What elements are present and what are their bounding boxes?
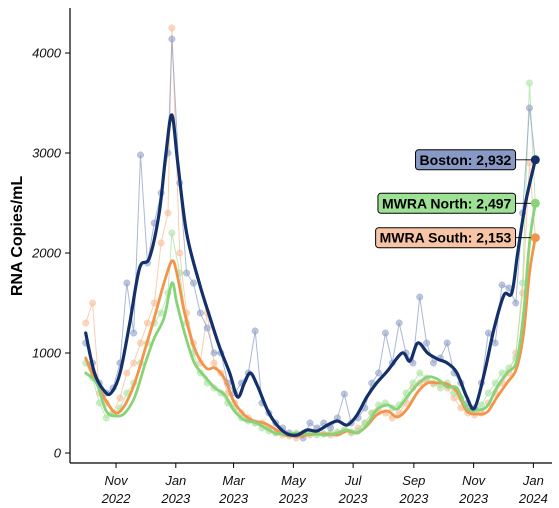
mwra-north-end-label-box xyxy=(377,192,517,214)
y-axis-title: RNA Copies/mL xyxy=(9,176,26,297)
x-tick-label: Jan xyxy=(522,473,544,488)
mwra-south-raw-point xyxy=(164,209,172,217)
boston-raw-point xyxy=(137,151,144,159)
x-tick-label: 2023 xyxy=(160,491,191,506)
y-tick-label: 3000 xyxy=(32,146,62,161)
tick-layer: 0 1000 2000 3000 4000 Nov 2022 Jan 2023 Mar 2023 Ma… xyxy=(31,46,548,507)
mwra-north-raw-point xyxy=(409,379,417,387)
mwra-north-raw-point xyxy=(436,384,444,392)
x-tick-label: Nov xyxy=(104,473,129,488)
boston-raw-point xyxy=(526,104,533,112)
x-tick-label: May xyxy=(281,473,307,488)
x-tick-label: 2024 xyxy=(518,491,548,506)
mwra-south-raw-point xyxy=(176,249,184,257)
mwra-south-raw-point xyxy=(137,339,144,347)
boston-raw-point xyxy=(203,324,211,332)
y-tick-label: 0 xyxy=(54,446,62,461)
boston-raw-point xyxy=(306,419,314,427)
boston-raw-point xyxy=(512,299,520,307)
boston-raw-point xyxy=(443,339,451,347)
boston-raw-point xyxy=(168,35,176,43)
boston-raw-point xyxy=(189,279,197,287)
x-tick-label: Nov xyxy=(462,473,487,488)
y-tick-label: 4000 xyxy=(32,46,62,61)
boston-raw-point xyxy=(210,349,218,357)
boston-raw-point xyxy=(395,319,403,327)
mwra-north-trend-line xyxy=(84,201,537,437)
boston-raw-point xyxy=(183,269,191,277)
y-tick-label: 1000 xyxy=(32,346,62,361)
mwra-north-end-point xyxy=(530,198,540,208)
x-tick-label: Jan xyxy=(164,473,186,488)
mwra-south-raw-point xyxy=(143,319,151,327)
boston-raw-point xyxy=(340,390,348,398)
axes xyxy=(69,8,552,464)
mwra-south-raw-point xyxy=(89,299,96,307)
x-tick-label: 2023 xyxy=(278,491,309,506)
end-label-layer: Boston: 2,932 MWRA North: 2,497 MWRA South… xyxy=(375,149,540,249)
mwra-south-raw-point xyxy=(123,369,131,377)
mwra-south-raw-point xyxy=(157,239,165,247)
boston-raw-point xyxy=(375,369,383,377)
mwra-south-raw-point xyxy=(168,24,176,32)
boston-trend-line xyxy=(84,113,537,437)
mwra-south-end-label-box xyxy=(375,227,517,249)
mwra-south-end-label: MWRA South: 2,153 xyxy=(380,230,512,246)
boston-raw-point xyxy=(130,329,138,337)
x-tick-label: 2023 xyxy=(218,491,249,506)
mwra-north-raw-point xyxy=(526,79,533,87)
mwra-north-raw-line xyxy=(85,82,536,436)
boston-raw-point xyxy=(416,293,424,301)
x-tick-label: Sep xyxy=(402,473,425,488)
mwra-south-end-point xyxy=(530,233,540,243)
mwra-south-raw-point xyxy=(116,394,124,402)
mwra-south-raw-point xyxy=(82,319,90,327)
mwra-north-end-label: MWRA North: 2,497 xyxy=(382,195,512,211)
boston-end-point xyxy=(530,155,540,165)
boston-raw-point xyxy=(251,327,259,335)
x-tick-label: 2022 xyxy=(101,491,132,506)
boston-raw-point xyxy=(382,329,389,337)
y-tick-label: 2000 xyxy=(31,246,62,261)
boston-raw-point xyxy=(123,279,131,287)
mwra-south-raw-point xyxy=(210,359,218,367)
x-tick-label: Jul xyxy=(344,473,363,488)
x-tick-label: 2023 xyxy=(398,491,429,506)
boston-end-label-box xyxy=(415,149,517,171)
trend-line-layer xyxy=(84,113,537,438)
mwra-north-raw-point xyxy=(102,414,110,422)
x-tick-label: Mar xyxy=(222,473,245,488)
boston-raw-point xyxy=(423,339,431,347)
mwra-south-raw-point xyxy=(130,359,138,367)
mwra-north-raw-point xyxy=(484,389,492,397)
boston-end-label: Boston: 2,932 xyxy=(420,152,512,168)
x-tick-label: 2023 xyxy=(338,491,369,506)
boston-raw-point xyxy=(196,309,204,317)
x-tick-label: 2023 xyxy=(458,491,489,506)
boston-raw-point xyxy=(498,281,506,289)
mwra-north-raw-point xyxy=(416,369,424,377)
mwra-north-raw-point xyxy=(168,229,176,237)
boston-raw-point xyxy=(484,329,492,337)
boston-raw-point xyxy=(430,359,437,367)
